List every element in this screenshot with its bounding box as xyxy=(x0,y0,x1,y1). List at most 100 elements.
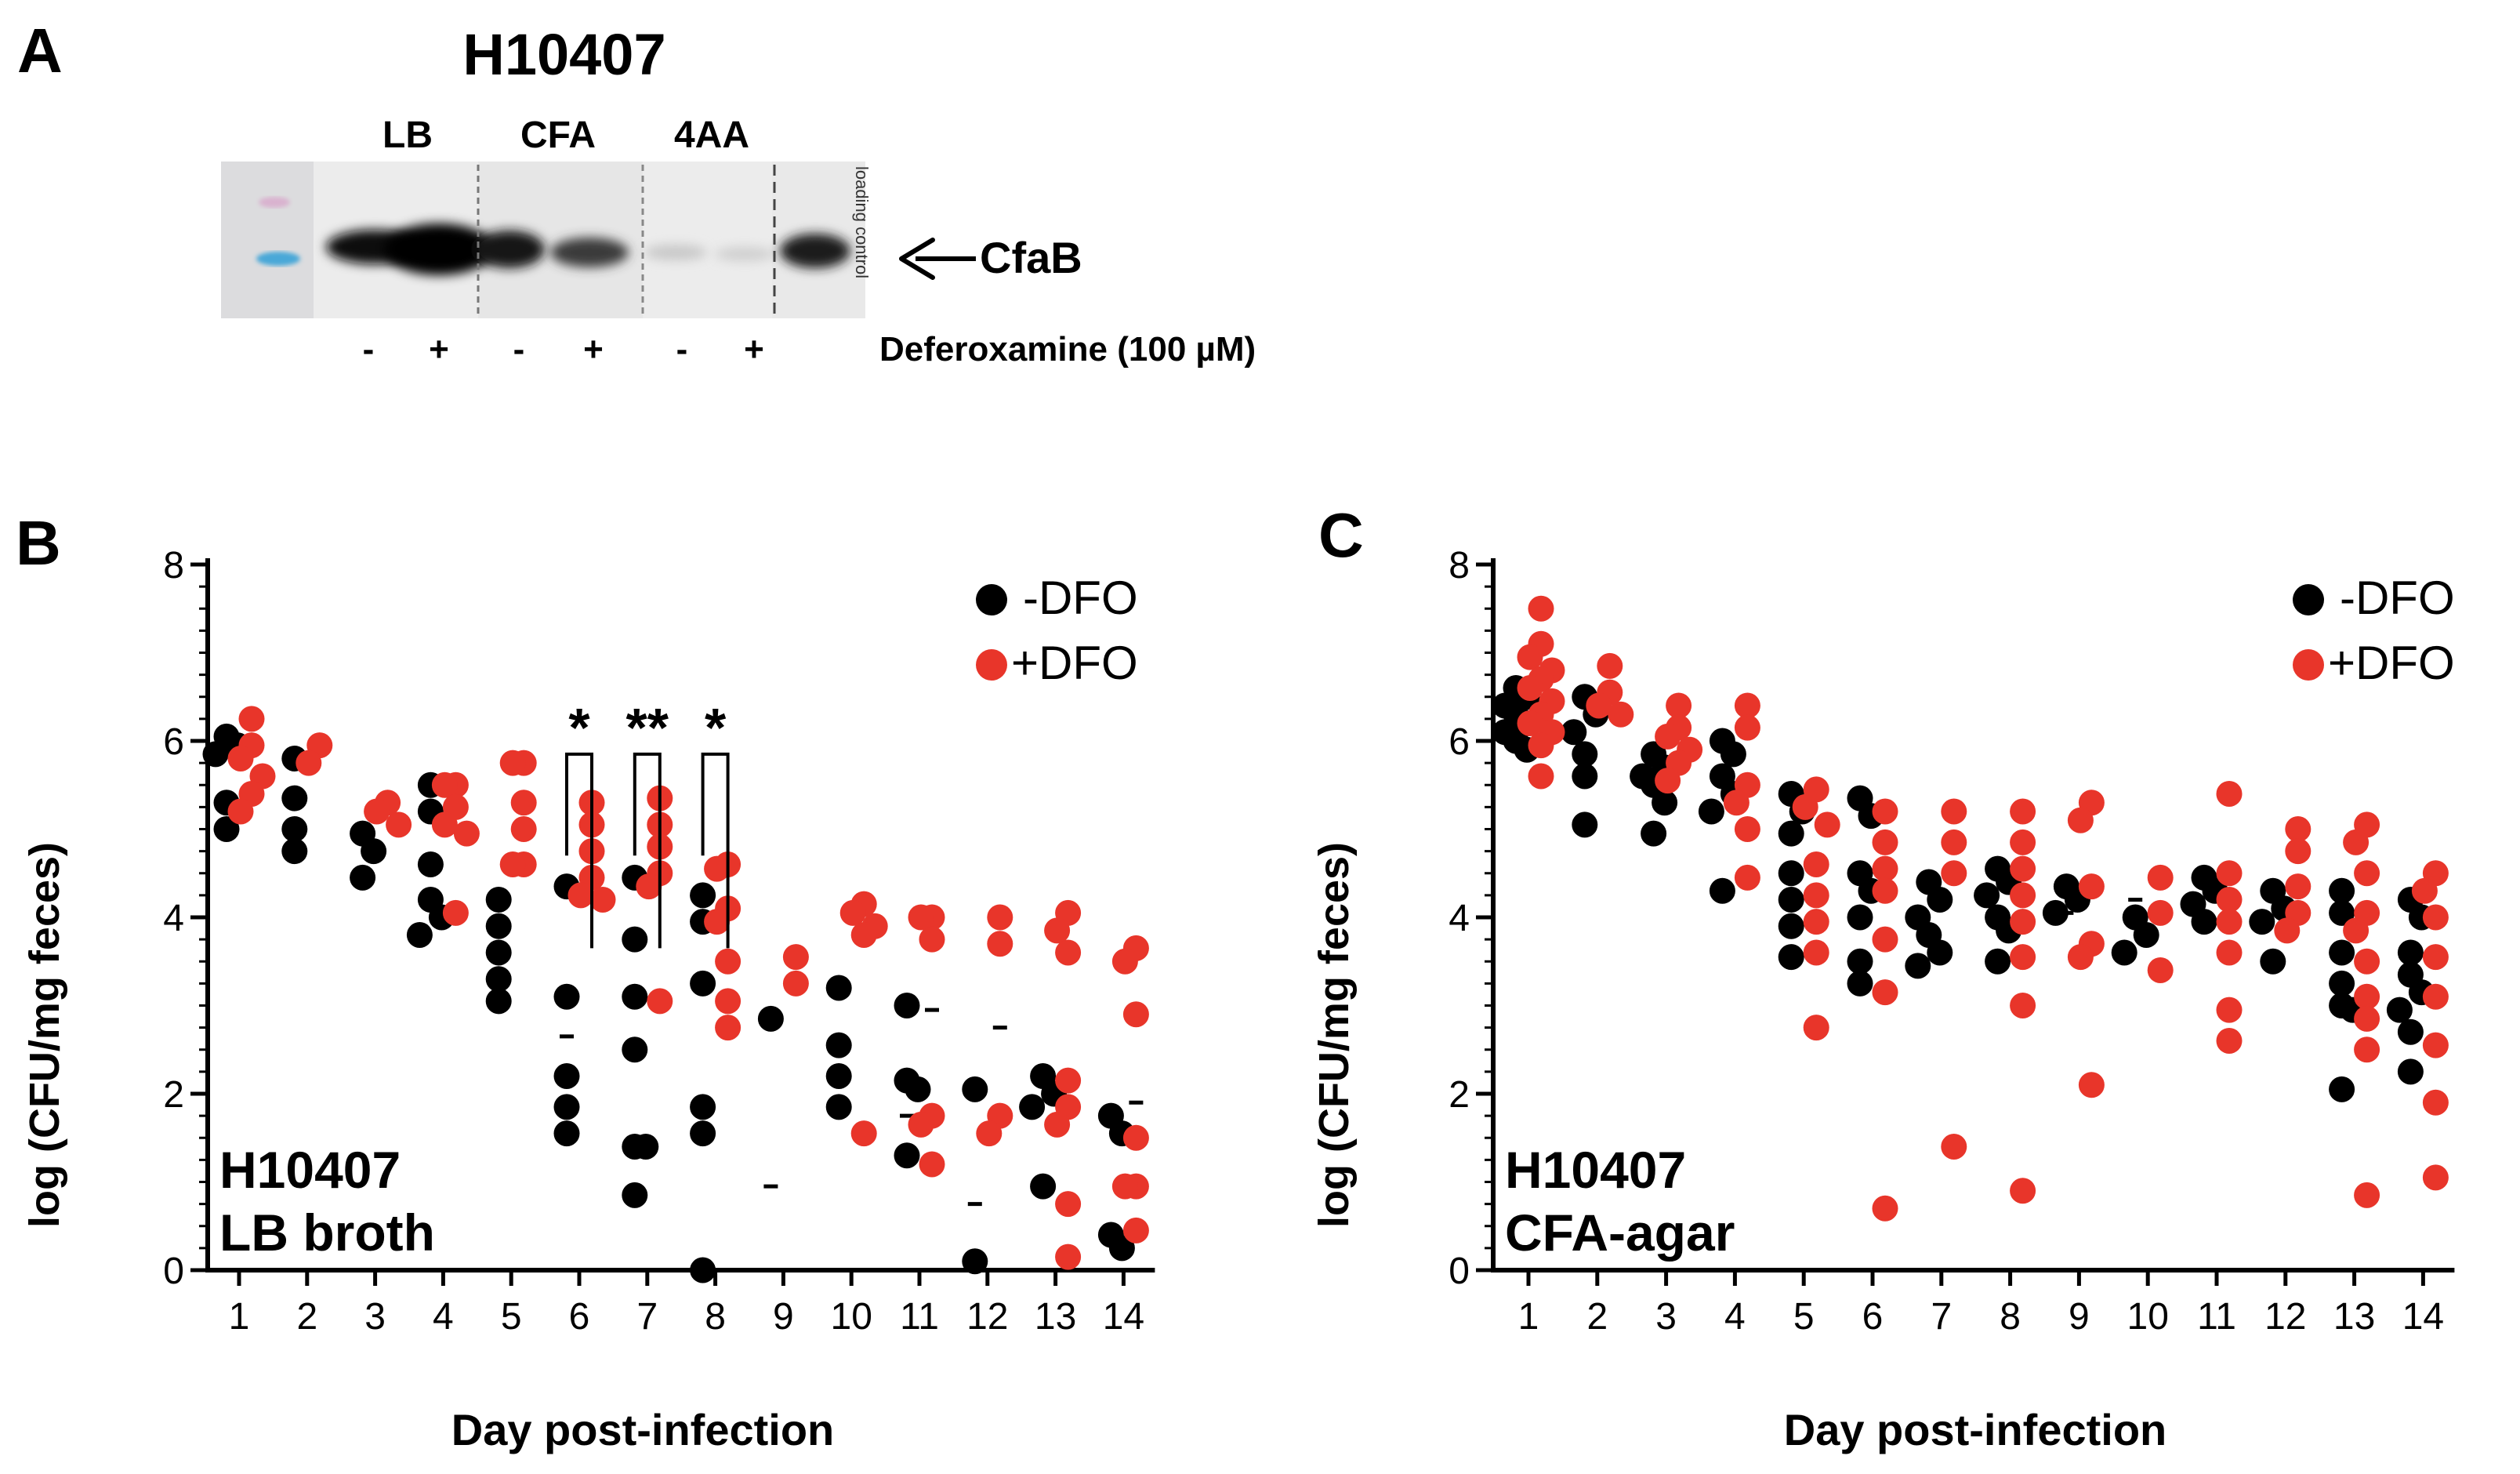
point-plus-dfo xyxy=(1734,816,1760,842)
point-plus-dfo xyxy=(647,785,673,811)
point-plus-dfo xyxy=(1517,644,1543,670)
point-minus-dfo xyxy=(553,873,580,900)
point-plus-dfo xyxy=(1872,855,1898,882)
point-minus-dfo xyxy=(1905,904,1931,931)
point-minus-dfo xyxy=(2260,877,2286,904)
point-plus-dfo xyxy=(1044,1111,1071,1138)
point-plus-dfo xyxy=(2010,909,2036,935)
point-minus-dfo xyxy=(406,922,433,948)
point-plus-dfo xyxy=(908,1111,934,1138)
point-minus-dfo xyxy=(1108,1235,1135,1262)
point-minus-dfo xyxy=(1778,887,1804,913)
point-minus-dfo xyxy=(2202,877,2228,904)
significance-bracket xyxy=(565,752,593,949)
media-label-cfa: CFA xyxy=(520,114,596,156)
panel-b-points xyxy=(202,706,1149,1283)
point-plus-dfo xyxy=(1528,732,1554,759)
point-plus-dfo xyxy=(1055,939,1082,966)
ladder-marker-pink xyxy=(259,197,290,208)
point-plus-dfo xyxy=(578,838,605,865)
point-minus-dfo xyxy=(1019,1094,1046,1120)
point-plus-dfo xyxy=(987,931,1013,957)
significance-stars: * xyxy=(568,697,590,758)
point-minus-dfo xyxy=(2397,887,2424,913)
point-minus-dfo xyxy=(485,913,512,939)
point-minus-dfo xyxy=(1985,904,2011,931)
legend-label-plus-dfo: +DFO xyxy=(1011,637,1138,689)
point-plus-dfo xyxy=(1608,701,1634,728)
point-plus-dfo xyxy=(1734,692,1760,719)
point-plus-dfo xyxy=(1528,763,1554,790)
point-plus-dfo xyxy=(238,781,265,807)
point-plus-dfo xyxy=(1803,909,1829,935)
point-plus-dfo xyxy=(499,750,526,776)
lane-sign: - xyxy=(676,330,688,368)
x-tick-label: 3 xyxy=(364,1296,386,1338)
point-plus-dfo xyxy=(850,1120,877,1147)
point-plus-dfo xyxy=(1528,595,1554,622)
point-plus-dfo xyxy=(2411,877,2438,904)
point-minus-dfo xyxy=(202,741,229,768)
point-minus-dfo xyxy=(1030,1063,1057,1089)
point-minus-dfo xyxy=(622,1037,648,1063)
point-minus-dfo xyxy=(485,939,512,966)
point-plus-dfo xyxy=(1814,811,1840,838)
point-minus-dfo xyxy=(1720,741,1746,768)
treatment-label: Deferoxamine (100 µM) xyxy=(879,330,1256,368)
point-plus-dfo xyxy=(238,706,265,732)
panel-c-y-axis-label: log (CFU/mg feces) xyxy=(1311,842,1358,1228)
significance-bracket xyxy=(701,752,730,949)
point-minus-dfo xyxy=(825,1032,852,1058)
x-tick-label: 11 xyxy=(2197,1296,2236,1338)
point-minus-dfo xyxy=(2260,948,2286,975)
point-minus-dfo xyxy=(2271,895,2297,922)
point-minus-dfo xyxy=(2329,1076,2355,1102)
point-minus-dfo xyxy=(1789,798,1815,825)
point-minus-dfo xyxy=(1847,948,1873,975)
point-plus-dfo xyxy=(2422,1032,2449,1058)
y-tick-label: 2 xyxy=(163,1074,184,1116)
panel-c-letter: C xyxy=(1318,500,1364,570)
point-minus-dfo xyxy=(1572,763,1598,790)
y-tick-label: 2 xyxy=(1449,1074,1470,1116)
point-plus-dfo xyxy=(1597,652,1623,679)
point-plus-dfo xyxy=(238,732,265,759)
point-minus-dfo xyxy=(633,1134,659,1160)
point-plus-dfo xyxy=(578,811,605,838)
point-plus-dfo xyxy=(2422,904,2449,931)
panel-b-significance: * ** * xyxy=(565,697,730,949)
point-plus-dfo xyxy=(647,833,673,860)
media-label-lb: LB xyxy=(383,114,433,156)
media-label-4aa: 4AA xyxy=(674,114,749,156)
point-plus-dfo xyxy=(715,895,741,922)
point-plus-dfo xyxy=(1803,939,1829,966)
point-minus-dfo xyxy=(2111,939,2137,966)
point-minus-dfo xyxy=(1503,701,1529,728)
point-minus-dfo xyxy=(2053,873,2079,900)
point-plus-dfo xyxy=(2285,873,2312,900)
point-minus-dfo xyxy=(1514,710,1540,736)
panel-b-legend: -DFO +DFO xyxy=(976,572,1138,689)
x-tick-label: 9 xyxy=(773,1296,794,1338)
point-plus-dfo xyxy=(1941,860,1967,887)
point-plus-dfo xyxy=(1111,948,1138,975)
point-plus-dfo xyxy=(1723,790,1749,816)
point-minus-dfo xyxy=(2408,904,2435,931)
point-minus-dfo xyxy=(1847,904,1873,931)
band-loading-control xyxy=(780,234,850,268)
point-plus-dfo xyxy=(2067,944,2094,971)
x-tick-label: 1 xyxy=(1518,1296,1539,1338)
point-minus-dfo xyxy=(1927,939,1953,966)
point-plus-dfo xyxy=(715,948,741,975)
legend-label-minus-dfo: -DFO xyxy=(2340,572,2455,624)
point-minus-dfo xyxy=(622,983,648,1010)
point-plus-dfo xyxy=(782,970,809,997)
point-plus-dfo xyxy=(296,750,322,776)
point-minus-dfo xyxy=(622,926,648,953)
point-plus-dfo xyxy=(510,750,537,776)
band-4aa-plus xyxy=(715,247,774,261)
point-minus-dfo xyxy=(2180,891,2206,917)
x-tick-label: 7 xyxy=(1931,1296,1952,1338)
point-plus-dfo xyxy=(1122,935,1149,961)
